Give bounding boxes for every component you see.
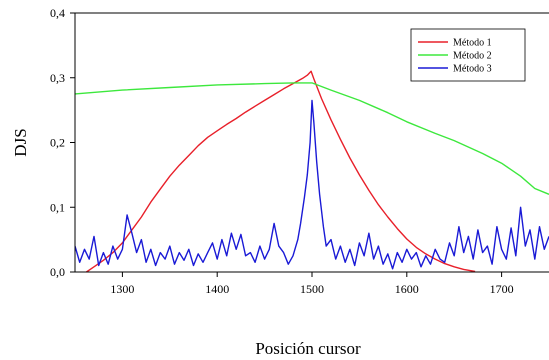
legend-label: Método 1 — [453, 38, 492, 49]
x-tick-label: 1500 — [300, 282, 324, 296]
legend: Método 1 Método 2 Método 3 — [410, 28, 526, 82]
y-tick-label: 0,2 — [50, 136, 65, 150]
x-axis-title: Posición cursor — [255, 339, 361, 358]
x-tick-label: 1300 — [110, 282, 134, 296]
series-layer — [75, 70, 549, 273]
x-tick-label: 1600 — [395, 282, 419, 296]
legend-label: Método 3 — [453, 64, 492, 75]
y-tick-label: 0,1 — [50, 200, 65, 214]
series-line-1 — [86, 70, 476, 273]
series-line-2 — [75, 82, 549, 195]
y-axis-title: DJS — [11, 128, 30, 156]
x-tick-label: 1400 — [205, 282, 229, 296]
y-tick-label: 0,3 — [50, 71, 65, 85]
series-line-3 — [75, 99, 549, 270]
x-tick-label: 1700 — [490, 282, 514, 296]
axes-layer: 1300 1400 1500 1600 1700 0,0 0,1 0,2 0,3 0,4 — [50, 6, 549, 296]
y-tick-label: 0,0 — [50, 265, 65, 279]
y-tick-label: 0,4 — [50, 6, 65, 20]
legend-label: Método 2 — [453, 51, 492, 62]
